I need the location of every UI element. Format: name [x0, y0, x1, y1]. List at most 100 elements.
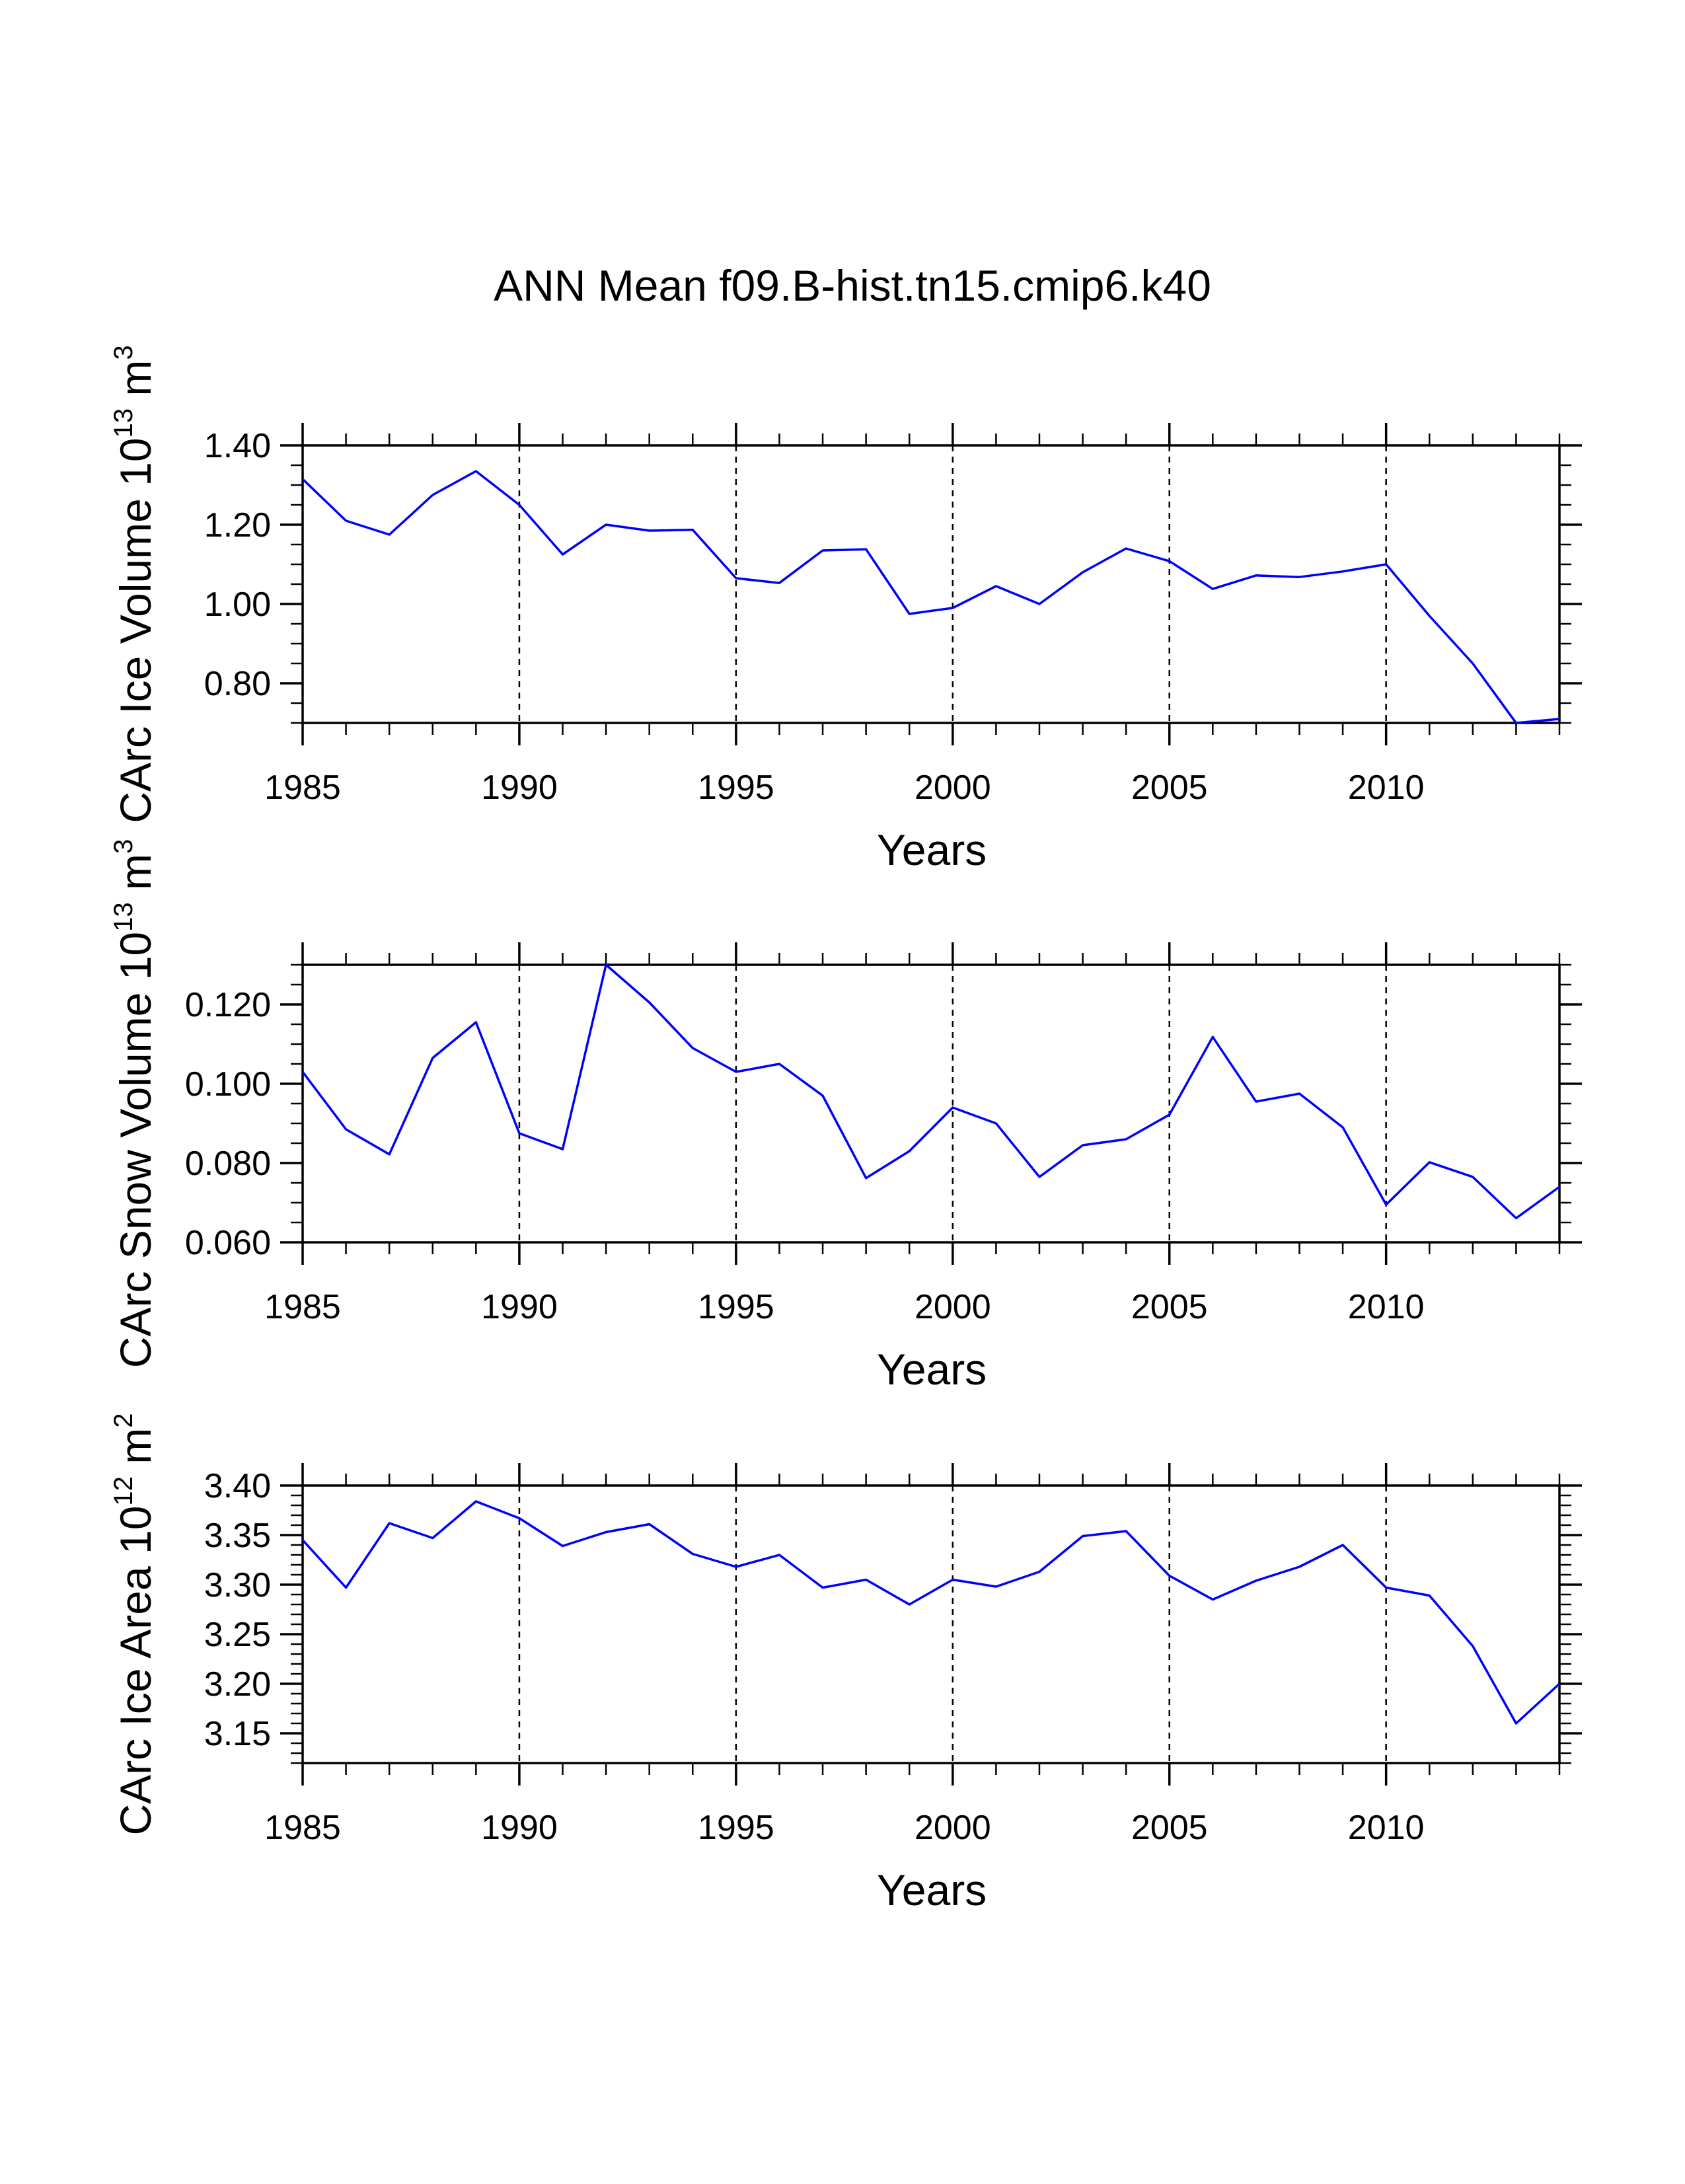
data-series-line [301, 1500, 1561, 1725]
data-point [1211, 587, 1214, 590]
data-point [1168, 560, 1171, 562]
data-point [648, 529, 651, 532]
y-tick-label: 0.120 [185, 986, 271, 1024]
y-tick-label: 3.35 [204, 1517, 271, 1555]
x-tick-label: 2000 [915, 1288, 991, 1326]
data-point [778, 1063, 780, 1065]
data-point [1385, 1587, 1388, 1589]
data-point [1558, 718, 1561, 720]
data-point [345, 519, 348, 522]
data-point [1558, 1682, 1561, 1685]
x-tick-label: 1990 [481, 1288, 558, 1326]
x-tick-label: 1995 [698, 1809, 774, 1847]
data-point [1168, 1113, 1171, 1116]
data-point [518, 1132, 521, 1135]
y-tick-label: 0.80 [204, 665, 271, 703]
data-point [474, 470, 477, 472]
data-point [605, 1531, 607, 1534]
data-point [301, 1071, 304, 1073]
y-axis-label: CArc Snow Volume 1013 m3 [109, 839, 160, 1368]
data-point [1082, 1535, 1084, 1538]
y-tick-label: 0.100 [185, 1065, 271, 1104]
data-point [474, 1500, 477, 1503]
data-point [388, 1153, 391, 1156]
x-tick-label: 1985 [264, 1809, 341, 1847]
data-point [1298, 1092, 1300, 1095]
chart-title: ANN Mean f09.B-hist.tn15.cmip6.k40 [494, 261, 1211, 310]
data-point [1341, 570, 1344, 573]
data-point [1428, 615, 1431, 617]
data-point [994, 1585, 997, 1588]
data-point [474, 1021, 477, 1024]
y-tick-label: 1.40 [204, 427, 271, 465]
data-point [345, 1128, 348, 1131]
data-point [1125, 1138, 1127, 1141]
data-point [562, 1148, 564, 1150]
data-point [1385, 563, 1388, 566]
chart-panel-3: 1985 1990 1995 2000 2005 2010 Years 3.15 3.20 3.2… [109, 1413, 1582, 1914]
data-point [865, 548, 868, 550]
data-point [301, 478, 304, 480]
chart-panel-2: 1985 1990 1995 2000 2005 2010 Years 0.060 0.080 0… [109, 839, 1582, 1394]
y-axis-label: CArc Ice Area 1012 m2 [109, 1413, 160, 1836]
data-point [952, 1106, 954, 1109]
data-point [1038, 1176, 1041, 1178]
x-tick-label: 1995 [698, 1288, 774, 1326]
data-point [1515, 1722, 1517, 1725]
data-point [648, 1001, 651, 1004]
data-point [778, 1554, 780, 1556]
data-point [1298, 1565, 1300, 1568]
data-point [1472, 662, 1474, 665]
data-point [735, 1565, 737, 1568]
data-point [1082, 571, 1084, 574]
data-point [908, 1603, 911, 1606]
data-point [735, 577, 737, 580]
x-axis-label: Years [877, 1865, 987, 1914]
data-point [518, 1517, 521, 1520]
panels: 1985 1990 1995 2000 2005 2010 Years 0.80 1.00 1.2… [109, 345, 1582, 1914]
data-point [821, 1587, 824, 1589]
data-point [952, 1579, 954, 1581]
x-tick-label: 2005 [1131, 1809, 1208, 1847]
y-tick-label: 3.25 [204, 1616, 271, 1654]
data-point [1038, 603, 1041, 605]
y-tick-label: 0.080 [185, 1145, 271, 1183]
x-tick-label: 2005 [1131, 769, 1208, 807]
chart-panel-1: 1985 1990 1995 2000 2005 2010 Years 0.80 1.00 1.2… [109, 345, 1582, 874]
x-axis-label: Years [877, 825, 987, 874]
data-point [562, 553, 564, 556]
data-point [1515, 1217, 1517, 1219]
data-point [1472, 1645, 1474, 1647]
data-point [1428, 1161, 1431, 1164]
data-point [691, 1553, 694, 1556]
data-point [778, 582, 780, 584]
x-tick-label: 2010 [1348, 1809, 1425, 1847]
data-point [1558, 1186, 1561, 1188]
data-point [1428, 1595, 1431, 1597]
data-series-line [301, 963, 1561, 1220]
y-tick-label: 0.060 [185, 1224, 271, 1262]
x-tick-label: 1985 [264, 769, 341, 807]
data-point [735, 1071, 737, 1073]
y-tick-label: 3.15 [204, 1715, 271, 1753]
data-point [388, 533, 391, 536]
y-tick-label: 1.20 [204, 506, 271, 545]
data-point [1038, 1571, 1041, 1573]
data-point [1168, 1575, 1171, 1577]
data-point [865, 1579, 868, 1581]
x-tick-label: 1985 [264, 1288, 341, 1326]
data-point [691, 1047, 694, 1049]
x-tick-label: 2010 [1348, 1288, 1425, 1326]
data-point [908, 613, 911, 615]
data-point [1125, 1530, 1127, 1532]
data-point [345, 1587, 348, 1589]
data-point [605, 963, 607, 966]
data-point [1341, 1126, 1344, 1129]
data-point [1515, 722, 1517, 724]
x-tick-label: 1990 [481, 1809, 558, 1847]
data-point [1298, 576, 1300, 578]
data-point [1125, 547, 1127, 550]
